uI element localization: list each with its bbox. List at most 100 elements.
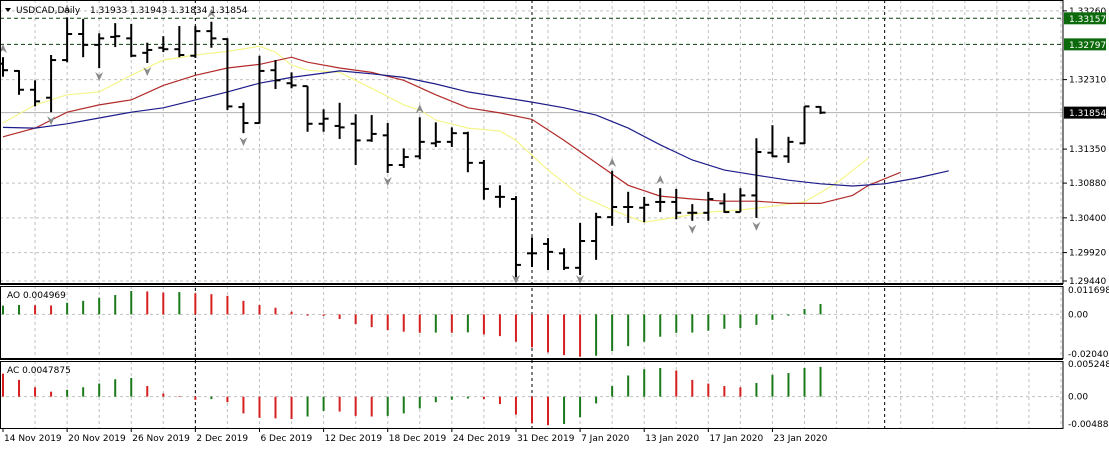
date-label: 23 Jan 2020: [773, 434, 827, 444]
ohlc-bar: [318, 109, 329, 132]
date-label: 2 Dec 2019: [196, 434, 248, 444]
ao-tick-label: 0.011698: [1068, 286, 1109, 296]
ohlc-bar: [414, 117, 425, 160]
grid-lines: [0, 0, 1067, 428]
fractal-down-icon: [383, 176, 392, 186]
ohlc-bar: [366, 115, 377, 142]
ohlc-bar: [302, 85, 313, 132]
fractal-down-icon: [47, 116, 56, 126]
ohlc-bar: [62, 17, 73, 63]
price-level-label-bg: [1064, 38, 1106, 51]
ohlc-bar: [478, 159, 489, 200]
ohlc-bar: [783, 136, 794, 163]
ac-tick-label: 0.0052482: [1068, 360, 1109, 370]
ohlc-bar: [398, 148, 409, 168]
ohlc-bar: [46, 55, 57, 113]
ohlc-bar: [543, 238, 554, 270]
date-label: 12 Dec 2019: [325, 434, 383, 444]
ohlc-bar: [0, 57, 8, 77]
price-tick-label: 1.29440: [1069, 277, 1106, 287]
ohlc-bar: [526, 237, 537, 268]
price-level-label: 1.33157: [1069, 15, 1106, 25]
ohlc-bars: [0, 17, 826, 278]
price-tick-label: 1.29920: [1069, 249, 1106, 259]
ohlc-bar: [687, 204, 698, 221]
fractal-down-icon: [239, 137, 248, 147]
date-label: 17 Jan 2020: [709, 434, 763, 444]
ac-pane-border: [0, 361, 1064, 429]
ao-indicator-title: AO 0.004969: [7, 291, 66, 301]
ohlc-bar: [286, 72, 297, 89]
ao-pane-border: [0, 286, 1064, 359]
current-price-label-bg: [1064, 106, 1106, 119]
ohlc-bar: [142, 42, 153, 63]
price-tick-label: 1.30400: [1069, 214, 1106, 224]
ao-tick-label: 0.00: [1068, 310, 1088, 320]
fractal-down-icon: [143, 66, 152, 76]
ao-histogram: [2, 291, 822, 357]
ohlc-bar: [815, 105, 826, 115]
ohlc-bar: [446, 127, 457, 147]
ohlc-bar: [671, 188, 682, 220]
ac-tick-label: 0.00: [1068, 393, 1088, 403]
ohlc-bar: [510, 196, 521, 278]
jaw-ma-line: [2, 70, 949, 187]
ohlc-bar: [334, 102, 345, 139]
fractal-up-icon: [207, 8, 216, 18]
ac-indicator-title: AC 0.0047875: [7, 366, 71, 376]
ohlc-bar: [430, 122, 441, 147]
ohlc-bar: [767, 125, 778, 158]
price-tick-label: 1.30880: [1069, 179, 1106, 189]
fractal-down-icon: [688, 224, 697, 234]
ohlc-bar: [350, 114, 361, 166]
price-tick-label: 1.33260: [1069, 7, 1106, 17]
fractal-down-icon: [576, 275, 585, 284]
ohlc-bar: [575, 222, 586, 276]
fractal-up-icon: [0, 44, 7, 54]
ohlc-bar: [254, 55, 265, 125]
date-label: 31 Dec 2019: [517, 434, 575, 444]
ohlc-bar: [559, 248, 570, 270]
date-label: 14 Nov 2019: [4, 434, 62, 444]
ohlc-bar: [799, 105, 810, 145]
ohlc-bar: [110, 23, 121, 48]
ohlc-bar: [703, 191, 714, 221]
ohlc-bar: [382, 123, 393, 173]
ohlc-bar: [158, 36, 169, 53]
price-tick-label: 1.31350: [1069, 145, 1106, 155]
ao-tick-label: -0.020407: [1068, 350, 1109, 360]
chart-ohlc-readout: 1.31933 1.31943 1.31834 1.31854: [90, 6, 248, 16]
chart-symbol-title: USDCAD,Daily: [16, 6, 81, 16]
ohlc-bar: [78, 18, 89, 58]
date-label: 6 Dec 2019: [260, 434, 312, 444]
price-tick-label: 1.32310: [1069, 76, 1106, 86]
price-level-label: 1.32797: [1069, 41, 1106, 51]
fractal-up-icon: [63, 4, 72, 14]
fractal-up-icon: [608, 157, 617, 167]
ohlc-bar: [238, 102, 249, 134]
ac-tick-label: -0.004887: [1068, 420, 1109, 430]
ohlc-bar: [751, 138, 762, 218]
teeth-ma-line: [2, 56, 901, 204]
date-label: 13 Jan 2020: [645, 434, 699, 444]
date-label: 18 Dec 2019: [389, 434, 447, 444]
price-level-label-bg: [1064, 12, 1106, 25]
fractal-down-icon: [511, 275, 520, 284]
ohlc-bar: [591, 212, 602, 260]
fractal-down-icon: [752, 221, 761, 231]
ohlc-bar: [206, 21, 217, 48]
ohlc-bar: [126, 23, 137, 58]
triangle-down-icon[interactable]: [5, 8, 11, 12]
ac-histogram: [2, 366, 822, 426]
ohlc-bar: [270, 60, 281, 90]
ohlc-bar: [719, 193, 730, 214]
ohlc-bar: [462, 131, 473, 173]
ohlc-bar: [735, 188, 746, 214]
ohlc-bar: [607, 170, 618, 226]
ohlc-bar: [14, 69, 25, 95]
date-label: 7 Jan 2020: [581, 434, 629, 444]
date-label: 26 Nov 2019: [132, 434, 190, 444]
ohlc-bar: [222, 38, 233, 111]
fractal-up-icon: [415, 104, 424, 114]
